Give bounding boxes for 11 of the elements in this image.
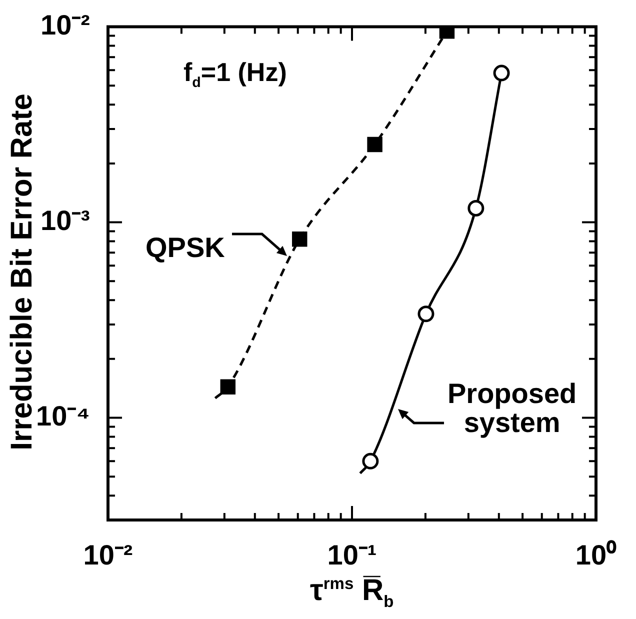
y-tick-label: 10⁻² (40, 10, 90, 41)
x-axis-title: τ$^{rms}$ R̅$_{b}$ (310, 574, 394, 612)
y-axis-title: Irreducible Bit Error Rate (4, 93, 38, 450)
x-tick-label: 10⁻² (83, 540, 133, 571)
y-tick-label: 10⁻³ (40, 205, 90, 236)
x-tick-label: 10⁻¹ (327, 540, 377, 571)
annotation: f$_{d}$=1 (Hz) (184, 57, 287, 92)
annotation: QPSK (146, 232, 225, 262)
annotation: Proposed system (448, 378, 577, 438)
x-tick-label: 10⁰ (575, 540, 617, 571)
y-tick-label: 10⁻⁴ (36, 400, 90, 432)
